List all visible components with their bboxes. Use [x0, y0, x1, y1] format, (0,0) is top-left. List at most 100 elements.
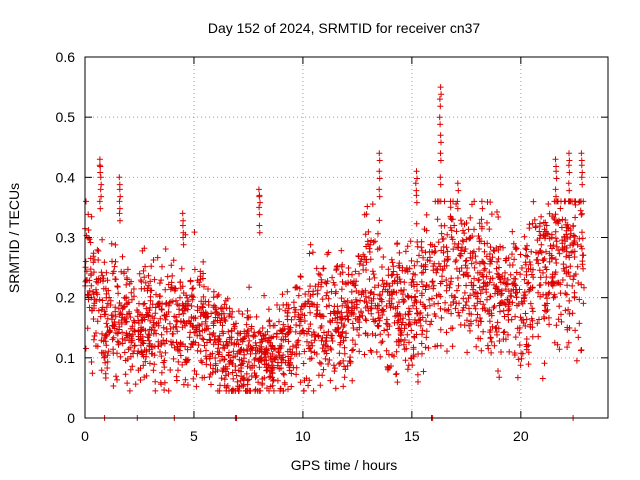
data-point: [141, 374, 148, 381]
spike-point: [376, 168, 383, 175]
spike-point: [413, 187, 420, 194]
data-point: [317, 382, 324, 389]
data-point: [542, 279, 549, 286]
data-point: [557, 205, 564, 212]
data-point: [127, 314, 134, 321]
data-point: [457, 253, 464, 259]
data-point: [189, 341, 196, 347]
data-point: [334, 303, 341, 310]
data-point: [134, 307, 140, 314]
data-point: [431, 243, 438, 250]
data-point: [394, 319, 401, 326]
data-point: [550, 242, 557, 249]
data-point: [284, 288, 291, 295]
data-point: [248, 345, 255, 352]
data-point: [179, 300, 186, 307]
data-point: [244, 363, 251, 370]
data-point: [535, 333, 542, 340]
data-point: [215, 351, 222, 358]
data-point: [104, 324, 111, 330]
data-point: [437, 198, 444, 205]
data-point: [86, 304, 93, 311]
data-point: [551, 291, 558, 298]
data-point: [426, 283, 432, 290]
data-point: [479, 305, 486, 312]
data-point: [440, 249, 447, 256]
data-point: [553, 238, 560, 245]
data-point: [301, 348, 308, 355]
data-point: [177, 285, 184, 292]
data-point: [571, 254, 578, 260]
data-point: [527, 266, 534, 273]
data-point: [326, 357, 333, 363]
data-point: [168, 279, 175, 286]
data-point: [349, 347, 355, 354]
data-point: [87, 239, 94, 246]
data-point: [536, 235, 543, 242]
data-point: [364, 303, 371, 310]
data-point: [281, 371, 287, 378]
data-point: [200, 258, 207, 265]
data-point: [462, 258, 469, 265]
data-point: [194, 347, 201, 354]
data-point: [421, 226, 428, 233]
data-point: [181, 319, 188, 326]
data-point: [194, 277, 201, 284]
data-point: [384, 366, 391, 373]
data-point: [548, 252, 555, 259]
data-point: [98, 367, 105, 374]
data-point: [533, 249, 539, 256]
data-point: [271, 355, 278, 362]
data-point: [376, 292, 383, 299]
data-point: [158, 331, 165, 338]
data-point: [148, 263, 155, 270]
data-point: [558, 318, 565, 325]
data-point: [204, 310, 210, 317]
spike-point: [455, 187, 462, 194]
spike-point: [579, 169, 586, 176]
data-point: [472, 253, 479, 260]
data-point: [338, 247, 345, 254]
data-point: [468, 311, 475, 318]
data-point: [94, 318, 101, 325]
data-point: [187, 277, 194, 284]
data-point: [319, 296, 326, 303]
data-point: [90, 336, 97, 343]
data-point: [564, 282, 571, 289]
data-point: [268, 362, 275, 369]
data-point: [323, 350, 330, 357]
data-point: [274, 302, 280, 308]
data-point: [484, 296, 490, 303]
data-point: [440, 235, 447, 242]
data-point: [521, 298, 528, 304]
data-point: [201, 342, 208, 349]
data-point: [156, 280, 163, 287]
data-point: [525, 279, 532, 286]
data-point: [483, 253, 490, 260]
data-point: [405, 321, 412, 328]
data-point: [480, 301, 487, 308]
data-point: [99, 330, 105, 337]
data-point: [497, 308, 503, 315]
spike-point: [437, 103, 444, 110]
data-point: [391, 353, 397, 360]
data-point: [325, 249, 332, 256]
data-point: [200, 310, 207, 317]
data-point: [169, 272, 176, 279]
data-point: [109, 258, 115, 265]
data-point: [449, 325, 456, 332]
data-point: [405, 305, 412, 312]
data-point: [88, 213, 95, 220]
data-point: [168, 298, 174, 305]
data-point: [274, 362, 281, 369]
data-point: [192, 315, 199, 322]
data-point: [162, 286, 169, 293]
data-point: [152, 378, 159, 385]
data-point: [401, 346, 408, 353]
data-point: [140, 301, 147, 308]
data-point: [221, 314, 228, 321]
spike-point: [376, 157, 383, 164]
data-point: [309, 342, 316, 349]
data-point: [116, 311, 123, 318]
data-point: [291, 351, 298, 358]
